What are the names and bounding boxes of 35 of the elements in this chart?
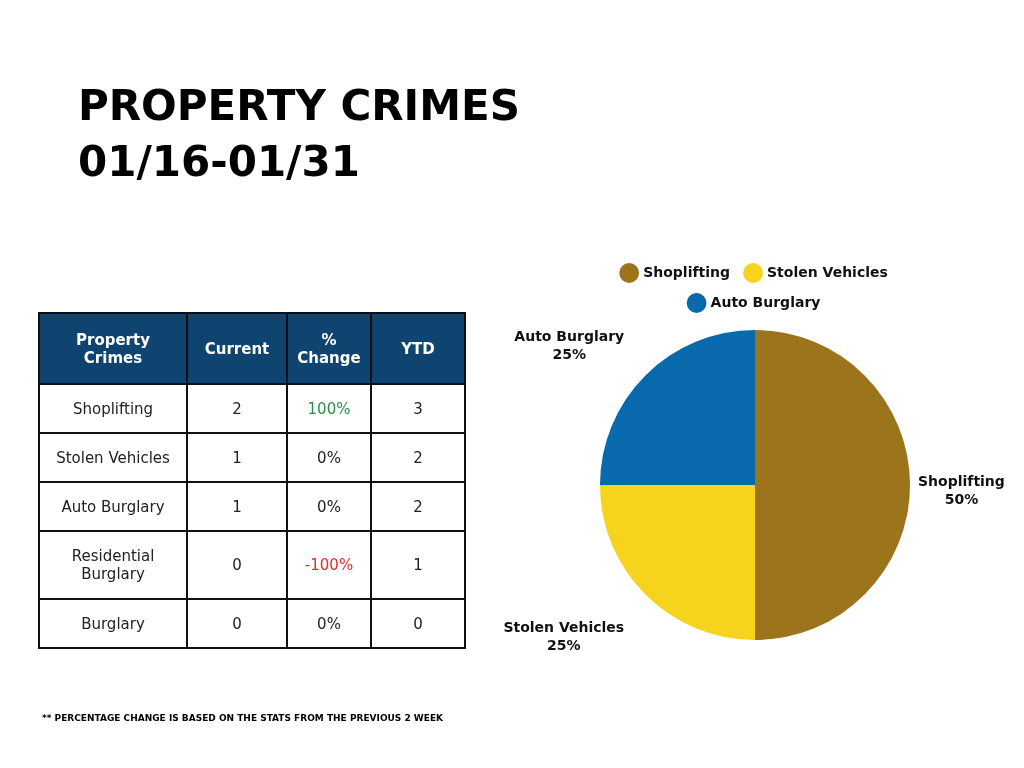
data-label: 0% <box>287 599 371 648</box>
legend-label: Stolen Vehicles <box>767 263 888 280</box>
text: ** PERCENTAGE CHANGE IS BASED ON THE STATS FROM THE PREVIOUS 2 WEEK <box>42 713 444 723</box>
data-label: 1 <box>371 531 465 599</box>
data-label: 0 <box>187 531 287 599</box>
slice-label: Stolen Vehicles <box>503 619 625 636</box>
text: PROPERTY CRIMES 01/16-01/31 <box>78 80 520 188</box>
category-label: Residential Burglary <box>39 531 187 599</box>
data-label: 3 <box>371 384 465 433</box>
data-label: 25% <box>547 637 581 654</box>
data-label: 100% <box>287 384 371 433</box>
slice-label: Auto Burglary <box>514 327 625 344</box>
data-label: 1 <box>187 433 287 482</box>
text: Property Crimes <box>39 313 187 384</box>
category-label: Burglary <box>39 599 187 648</box>
text: Current <box>187 313 287 384</box>
data-label: 1 <box>187 482 287 531</box>
category-label: Auto Burglary <box>39 482 187 531</box>
data-label: 25% <box>552 345 587 362</box>
data-label: 2 <box>371 482 465 531</box>
data-label: 50% <box>944 490 979 507</box>
text: % Change <box>287 313 371 384</box>
data-label: 2 <box>371 433 465 482</box>
text: YTD <box>371 313 465 384</box>
data-label: 0% <box>287 433 371 482</box>
legend-label: Shoplifting <box>643 263 731 280</box>
data-label: 0% <box>287 482 371 531</box>
slice-label: Shoplifting <box>918 472 1005 489</box>
data-label: 0 <box>187 599 287 648</box>
legend-label: Auto Burglary <box>710 293 821 310</box>
data-label: 0 <box>371 599 465 648</box>
data-label: -100% <box>287 531 371 599</box>
category-label: Stolen Vehicles <box>39 433 187 482</box>
category-label: Shoplifting <box>39 384 187 433</box>
data-label: 2 <box>187 384 287 433</box>
